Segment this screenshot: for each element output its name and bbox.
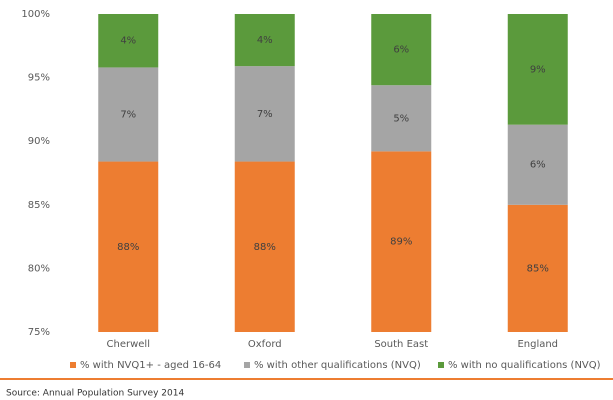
bar-segment xyxy=(234,161,295,332)
x-tick-label: South East xyxy=(374,339,428,350)
data-label: 5% xyxy=(393,113,409,124)
data-label: 6% xyxy=(530,160,546,171)
legend-label: % with NVQ1+ - aged 16-64 xyxy=(80,360,221,371)
data-label: 7% xyxy=(257,109,273,120)
x-tick-label: Cherwell xyxy=(107,339,150,350)
y-tick-label: 95% xyxy=(28,73,50,84)
y-tick-label: 85% xyxy=(28,200,50,211)
y-tick-label: 90% xyxy=(28,136,50,147)
bar-segment xyxy=(507,124,568,205)
data-label: 4% xyxy=(257,35,273,46)
bar-segment xyxy=(371,151,432,332)
data-label: 7% xyxy=(120,109,136,120)
y-tick-label: 80% xyxy=(28,263,50,274)
x-tick-label: England xyxy=(517,339,558,350)
bar-segment xyxy=(371,85,432,152)
bar-segment xyxy=(371,14,432,86)
bar-segment xyxy=(98,161,159,332)
legend-label: % with other qualifications (NVQ) xyxy=(254,360,421,371)
bar-segment xyxy=(507,204,568,332)
data-label: 6% xyxy=(393,45,409,56)
data-label: 88% xyxy=(117,242,139,253)
bar-segment xyxy=(98,67,159,162)
bar-segment xyxy=(507,14,568,125)
legend-swatch xyxy=(244,362,250,368)
data-label: 89% xyxy=(390,237,412,248)
data-label: 88% xyxy=(254,242,276,253)
data-label: 85% xyxy=(527,263,549,274)
bar-segment xyxy=(234,14,295,67)
x-tick-label: Oxford xyxy=(248,339,282,350)
data-label: 9% xyxy=(530,64,546,75)
legend-swatch xyxy=(70,362,76,368)
y-tick-label: 75% xyxy=(28,327,50,338)
bar-segment xyxy=(98,14,159,68)
source: Source: Annual Population Survey 2014 xyxy=(6,389,184,399)
legend-label: % with no qualifications (NVQ) xyxy=(448,360,601,371)
bar-segment xyxy=(234,66,295,162)
data-label: 4% xyxy=(120,36,136,47)
y-tick-label: 100% xyxy=(21,9,50,20)
legend-swatch xyxy=(438,362,444,368)
